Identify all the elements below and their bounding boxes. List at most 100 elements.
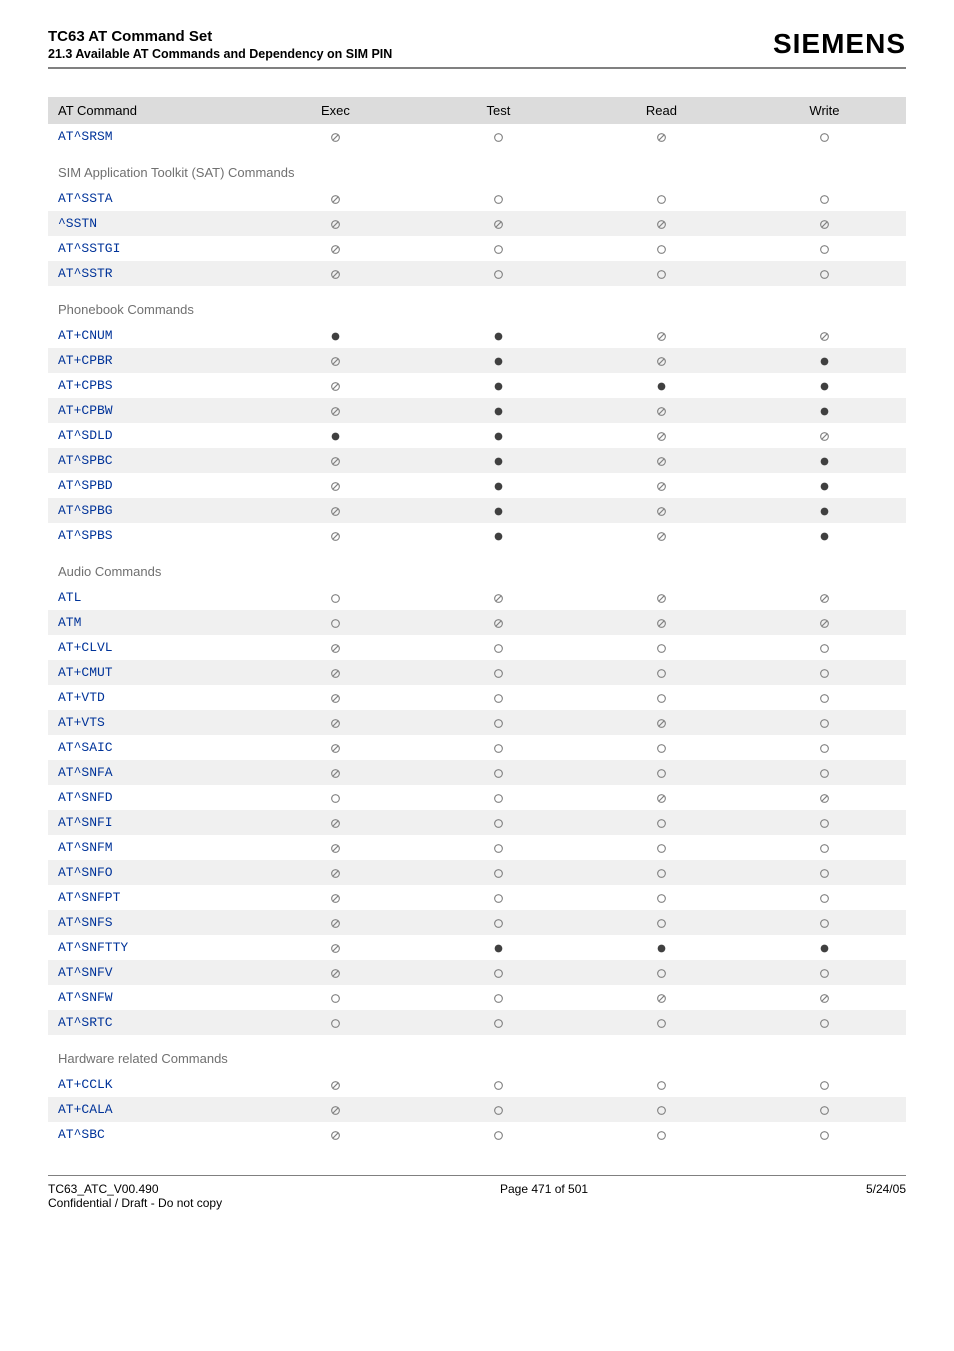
symbol-cell [580,660,743,685]
symbol-cell [254,236,417,261]
command-cell[interactable]: AT^SRTC [48,1010,254,1035]
outline-icon [819,765,830,780]
filled-icon [656,940,667,955]
symbol-cell [417,211,580,236]
table-row: AT^SSTA [48,186,906,211]
slashed-icon [819,590,830,605]
table-row: AT^SNFI [48,810,906,835]
outline-icon [330,790,341,805]
symbol-cell [417,348,580,373]
symbol-cell [417,186,580,211]
symbol-cell [417,910,580,935]
symbol-cell [580,885,743,910]
command-cell[interactable]: AT^SNFD [48,785,254,810]
command-cell[interactable]: ^SSTN [48,211,254,236]
symbol-cell [254,885,417,910]
slashed-icon [330,815,341,830]
symbol-cell [580,373,743,398]
section-title: Hardware related Commands [48,1035,906,1072]
command-cell[interactable]: AT^SNFM [48,835,254,860]
table-row: AT^SNFW [48,985,906,1010]
command-cell[interactable]: AT^SPBC [48,448,254,473]
command-cell[interactable]: AT^SNFS [48,910,254,935]
command-cell[interactable]: AT+CCLK [48,1072,254,1097]
symbol-cell [417,985,580,1010]
table-row: ^SSTN [48,211,906,236]
command-cell[interactable]: AT+CMUT [48,660,254,685]
outline-icon [656,890,667,905]
symbol-cell [743,448,906,473]
symbol-cell [580,910,743,935]
filled-icon [819,353,830,368]
outline-icon [819,815,830,830]
outline-icon [493,1015,504,1030]
table-row: AT^SDLD [48,423,906,448]
command-cell[interactable]: AT+CALA [48,1097,254,1122]
command-cell[interactable]: AT^SPBD [48,473,254,498]
slashed-icon [330,840,341,855]
outline-icon [656,1015,667,1030]
slashed-icon [819,990,830,1005]
slashed-icon [330,216,341,231]
table-row: AT^SNFM [48,835,906,860]
command-cell[interactable]: AT+CNUM [48,323,254,348]
command-cell[interactable]: AT^SSTA [48,186,254,211]
slashed-icon [330,503,341,518]
outline-icon [656,865,667,880]
command-cell[interactable]: AT^SNFPT [48,885,254,910]
command-cell[interactable]: AT+CPBW [48,398,254,423]
col-exec: Exec [254,97,417,124]
command-cell[interactable]: AT^SPBG [48,498,254,523]
symbol-cell [580,523,743,548]
symbol-cell [254,398,417,423]
symbol-cell [254,1072,417,1097]
symbol-cell [580,186,743,211]
slashed-icon [330,129,341,144]
symbol-cell [580,1010,743,1035]
command-cell[interactable]: AT^SNFI [48,810,254,835]
outline-icon [656,640,667,655]
command-cell[interactable]: AT^SRSM [48,124,254,149]
command-cell[interactable]: ATM [48,610,254,635]
command-cell[interactable]: AT+VTD [48,685,254,710]
symbol-cell [743,1010,906,1035]
slashed-icon [656,478,667,493]
table-row: AT+CALA [48,1097,906,1122]
command-cell[interactable]: AT^SPBS [48,523,254,548]
command-cell[interactable]: AT^SNFV [48,960,254,985]
command-cell[interactable]: AT^SSTR [48,261,254,286]
command-cell[interactable]: AT^SNFO [48,860,254,885]
symbol-cell [580,735,743,760]
command-cell[interactable]: AT+CPBR [48,348,254,373]
command-cell[interactable]: AT^SAIC [48,735,254,760]
command-cell[interactable]: AT^SNFTTY [48,935,254,960]
command-cell[interactable]: ATL [48,585,254,610]
filled-icon [819,503,830,518]
slashed-icon [330,266,341,281]
symbol-cell [580,685,743,710]
command-cell[interactable]: AT^SNFW [48,985,254,1010]
table-row: AT+VTD [48,685,906,710]
outline-icon [819,1015,830,1030]
outline-icon [493,266,504,281]
outline-icon [493,740,504,755]
footer-version: TC63_ATC_V00.490 [48,1182,222,1196]
command-cell[interactable]: AT^SBC [48,1122,254,1147]
command-cell[interactable]: AT+CPBS [48,373,254,398]
table-row: ATL [48,585,906,610]
command-cell[interactable]: AT^SNFA [48,760,254,785]
outline-icon [819,1077,830,1092]
symbol-cell [417,810,580,835]
command-cell[interactable]: AT^SSTGI [48,236,254,261]
command-cell[interactable]: AT+VTS [48,710,254,735]
symbol-cell [580,585,743,610]
outline-icon [819,740,830,755]
symbol-cell [743,910,906,935]
symbol-cell [743,810,906,835]
command-cell[interactable]: AT^SDLD [48,423,254,448]
symbol-cell [580,423,743,448]
symbol-cell [743,860,906,885]
symbol-cell [417,1072,580,1097]
command-cell[interactable]: AT+CLVL [48,635,254,660]
symbol-cell [417,498,580,523]
